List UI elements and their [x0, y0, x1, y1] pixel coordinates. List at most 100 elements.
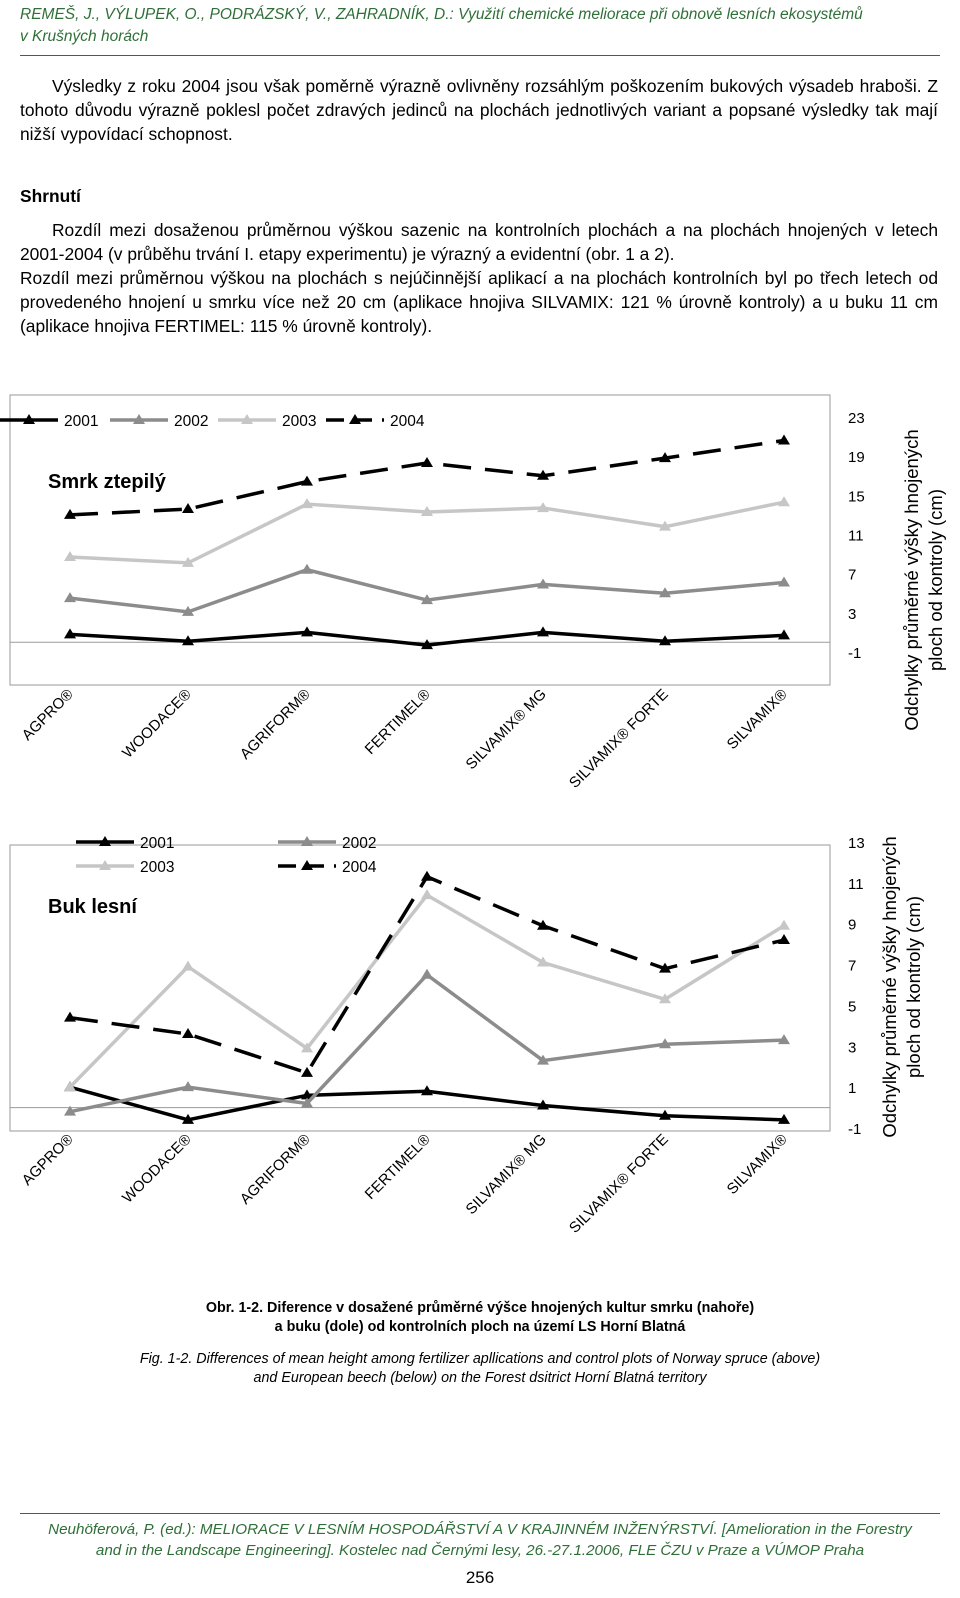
summary-paragraph-2: Rozdíl mezi průměrnou výškou na plochách…	[20, 268, 938, 336]
header-rule	[20, 55, 940, 56]
caption-en-line-1: Fig. 1-2. Differences of mean height amo…	[139, 1351, 821, 1367]
data-point	[659, 993, 671, 1004]
page-number: 256	[465, 1568, 495, 1587]
y-tick-label: 19	[848, 449, 865, 466]
data-point	[64, 1105, 76, 1116]
series-2004	[64, 434, 790, 519]
data-point	[182, 1081, 194, 1092]
data-point	[659, 635, 671, 646]
series-2001	[64, 626, 790, 650]
series-2003	[64, 496, 790, 567]
data-point	[537, 1099, 549, 1110]
category-label: SILVAMIX®	[724, 686, 791, 753]
plot-frame	[9, 844, 831, 1132]
category-label: WOODACE®	[119, 686, 195, 762]
legend-marker	[301, 836, 313, 846]
data-point	[421, 889, 433, 900]
y-tick-label: 23	[848, 410, 865, 427]
data-point	[537, 919, 549, 930]
legend-label: 2003	[282, 413, 316, 430]
series-2003	[64, 889, 790, 1092]
legend-label: 2002	[174, 413, 208, 430]
y-tick-label: -1	[848, 1121, 861, 1138]
category-label: SILVAMIX® FORTE	[566, 1131, 672, 1237]
data-point	[301, 1042, 313, 1053]
legend-entry-2004: 2004	[278, 859, 377, 876]
data-point	[301, 1089, 313, 1100]
data-point	[301, 626, 313, 637]
data-point	[537, 956, 549, 967]
data-point	[182, 1028, 194, 1039]
data-point	[778, 629, 790, 640]
data-point	[659, 520, 671, 531]
summary-paragraph-1: Rozdíl mezi dosaženou průměrnou výškou s…	[20, 220, 938, 264]
data-point	[421, 968, 433, 979]
data-point	[537, 502, 549, 513]
legend-marker	[349, 414, 361, 424]
category-label: SILVAMIX® FORTE	[566, 686, 672, 792]
category-label: AGPRO®	[19, 686, 77, 744]
caption-cz-line-2: a buku (dole) od kontrolních ploch na úz…	[274, 1319, 686, 1335]
legend-label: 2004	[342, 859, 377, 876]
legend-marker	[99, 860, 111, 870]
series-2002	[64, 563, 790, 616]
category-label: SILVAMIX® MG	[463, 686, 550, 773]
data-point	[182, 1113, 194, 1124]
data-point	[659, 1109, 671, 1120]
category-label: FERTIMEL®	[362, 686, 434, 758]
y-axis-label: Odchylky průměrné výšky hnojených ploch o…	[879, 836, 924, 1137]
category-label: AGRIFORM®	[237, 686, 314, 763]
legend-entry-2002: 2002	[110, 413, 208, 430]
header-line-2: v Krušných horách	[20, 28, 149, 45]
y-tick-label: 7	[848, 567, 856, 584]
y-tick-label: 9	[848, 917, 856, 934]
legend-entry-2002: 2002	[278, 835, 376, 852]
footer-line-2: and in the Landscape Engineering]. Koste…	[95, 1542, 865, 1559]
series-line-2004	[69, 438, 785, 517]
legend-entry-2003: 2003	[218, 413, 316, 430]
data-point	[301, 563, 313, 574]
data-point	[182, 503, 194, 514]
section-heading: Shrnutí	[20, 186, 81, 206]
legend-entry-2001: 2001	[76, 835, 174, 852]
intro-paragraph: Výsledky z roku 2004 jsou však poměrně v…	[20, 76, 938, 144]
figure-caption-en: Fig. 1-2. Differences of mean height amo…	[0, 1350, 960, 1388]
caption-cz-line-1: Obr. 1-2. Diference v dosažené průměrné …	[205, 1300, 755, 1316]
series-2004	[64, 870, 790, 1077]
spruce-chart: 23 19 15 11 7 3 -1 Odchylky průměrné výšky hnoj…	[0, 394, 946, 792]
legend-entry-2003: 2003	[76, 859, 174, 876]
category-label: FERTIMEL®	[362, 1131, 434, 1203]
category-label: WOODACE®	[119, 1131, 195, 1207]
data-point	[778, 919, 790, 930]
y-tick-label: 11	[848, 876, 864, 893]
header-line-1: REMEŠ, J., VÝLUPEK, O., PODRÁZSKÝ, V., Z…	[20, 6, 863, 23]
data-point	[64, 1081, 76, 1092]
data-point	[421, 870, 433, 881]
data-point	[659, 1038, 671, 1049]
y-axis-label-line-2: ploch od kontroly (cm)	[903, 896, 924, 1078]
series-2002	[64, 968, 790, 1116]
data-point	[421, 594, 433, 605]
data-point	[537, 1054, 549, 1065]
y-axis-label-line-2: ploch od kontroly (cm)	[925, 489, 946, 671]
legend-entry-2004: 2004	[326, 413, 425, 430]
data-point	[778, 496, 790, 507]
running-header: REMEŠ, J., VÝLUPEK, O., PODRÁZSKÝ, V., Z…	[20, 4, 940, 48]
data-point	[778, 1034, 790, 1045]
figure-caption-cz: Obr. 1-2. Diference v dosažené průměrné …	[0, 1299, 960, 1337]
chart-title: Smrk ztepilý	[48, 471, 167, 493]
data-point	[64, 592, 76, 603]
data-point	[182, 960, 194, 971]
data-point	[421, 1085, 433, 1096]
series-2001	[64, 1081, 790, 1124]
data-point	[421, 639, 433, 650]
beech-chart: 13 11 9 7 5 3 1 -1 Odchylky průměrné výšky hnoje…	[9, 835, 924, 1237]
y-axis-label-line-1: Odchylky průměrné výšky hnojených	[901, 429, 922, 730]
legend-marker	[23, 414, 35, 424]
data-point	[182, 605, 194, 616]
legend-label: 2002	[342, 835, 376, 852]
y-tick-label: -1	[848, 645, 861, 662]
y-tick-label: 3	[848, 1039, 856, 1056]
data-point	[659, 962, 671, 973]
legend-label: 2001	[64, 413, 98, 430]
